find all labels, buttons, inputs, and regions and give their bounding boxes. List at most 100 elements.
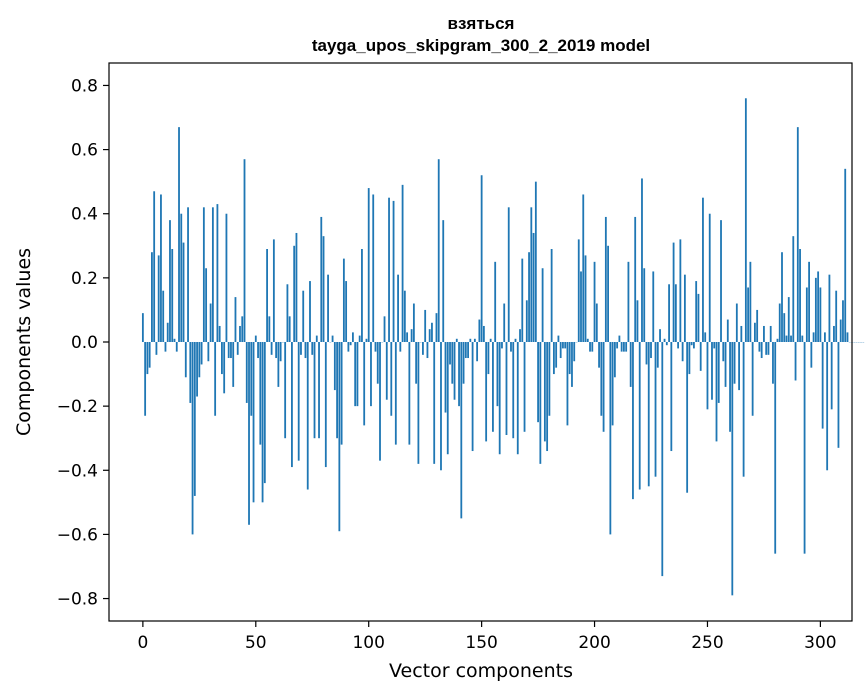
- x-tick-label: 250: [691, 633, 723, 653]
- bar-274: [760, 342, 763, 359]
- bar-69: [297, 342, 300, 461]
- bar-270: [751, 342, 754, 416]
- bar-173: [532, 232, 535, 342]
- bar-70: [300, 342, 302, 355]
- bar-27: [202, 207, 205, 342]
- bar-307: [835, 290, 838, 342]
- bar-19: [184, 342, 187, 378]
- bar-157: [496, 342, 499, 407]
- bar-25: [198, 342, 201, 378]
- bar-171: [528, 252, 530, 342]
- bar-176: [539, 342, 542, 464]
- bar-67: [293, 245, 296, 342]
- bar-188: [566, 342, 569, 426]
- bar-85: [333, 342, 336, 391]
- bar-183: [555, 342, 558, 368]
- bar-36: [223, 342, 226, 394]
- bar-166: [516, 342, 519, 455]
- bar-104: [376, 342, 379, 384]
- bar-208: [611, 342, 614, 426]
- y-tick-label: −0.2: [57, 397, 98, 417]
- bars-group: [141, 98, 865, 596]
- bar-292: [801, 335, 804, 342]
- bar-74: [309, 281, 311, 342]
- bar-130: [435, 313, 438, 342]
- bar-43: [239, 325, 241, 342]
- bar-121: [415, 342, 418, 384]
- bar-66: [291, 342, 293, 468]
- bar-89: [342, 258, 345, 342]
- bar-73: [306, 342, 309, 490]
- bar-311: [844, 168, 847, 342]
- bar-190: [571, 342, 573, 387]
- bar-115: [401, 184, 404, 342]
- bar-11: [166, 322, 169, 342]
- bar-55: [266, 249, 268, 342]
- bar-128: [431, 322, 433, 342]
- bar-47: [248, 342, 250, 525]
- bar-131: [437, 159, 440, 342]
- bar-117: [406, 332, 409, 342]
- bar-220: [638, 342, 641, 490]
- bar-263: [735, 303, 738, 342]
- y-tick-label: 0.4: [71, 205, 98, 225]
- bar-256: [720, 220, 722, 342]
- x-tick-label: 200: [578, 633, 610, 653]
- bar-24: [196, 342, 198, 397]
- bar-93: [352, 332, 354, 342]
- bar-72: [304, 342, 307, 359]
- bar-265: [740, 325, 743, 342]
- bar-244: [693, 342, 695, 349]
- bar-217: [632, 342, 634, 500]
- x-tick-label: 300: [804, 633, 836, 653]
- bar-238: [679, 239, 682, 342]
- bar-37: [225, 213, 228, 342]
- bar-233: [668, 284, 670, 342]
- bar-95: [356, 342, 359, 407]
- bar-78: [318, 342, 320, 439]
- bar-114: [399, 342, 402, 352]
- bar-33: [216, 204, 219, 342]
- bar-225: [650, 342, 652, 359]
- bar-245: [695, 281, 698, 342]
- bar-195: [582, 194, 585, 342]
- bar-169: [523, 342, 526, 432]
- y-tick-label: 0.6: [71, 141, 98, 161]
- bar-277: [767, 342, 770, 355]
- bar-96: [358, 335, 361, 342]
- bar-289: [794, 342, 797, 381]
- bar-63: [284, 342, 287, 439]
- bar-118: [408, 342, 411, 445]
- bar-291: [799, 249, 801, 342]
- bar-142: [462, 342, 465, 384]
- bar-107: [383, 316, 386, 342]
- bar-211: [618, 335, 621, 342]
- bar-140: [458, 342, 460, 407]
- bar-257: [722, 342, 725, 362]
- bar-297: [812, 332, 815, 342]
- bar-193: [577, 239, 580, 342]
- bar-88: [340, 342, 343, 445]
- bar-189: [568, 342, 571, 375]
- bar-22: [191, 342, 194, 535]
- x-tick-label: 0: [137, 633, 148, 653]
- bar-3: [148, 342, 151, 368]
- bar-122: [417, 342, 420, 464]
- bar-59: [275, 342, 278, 359]
- bar-103: [374, 342, 377, 352]
- bar-12: [169, 220, 171, 342]
- x-tick-label: 100: [352, 633, 384, 653]
- x-axis-ticks: 0 50 100 150 200 250 300: [137, 621, 837, 653]
- bar-272: [756, 309, 759, 342]
- bar-214: [625, 342, 628, 352]
- bar-261: [731, 342, 734, 596]
- bar-306: [833, 325, 835, 342]
- bar-231: [663, 338, 666, 342]
- bar-64: [286, 284, 289, 342]
- bar-141: [460, 342, 463, 519]
- bar-253: [713, 342, 716, 349]
- bar-175: [537, 342, 539, 423]
- y-axis-label: Components values: [13, 248, 35, 436]
- bar-4: [151, 252, 153, 342]
